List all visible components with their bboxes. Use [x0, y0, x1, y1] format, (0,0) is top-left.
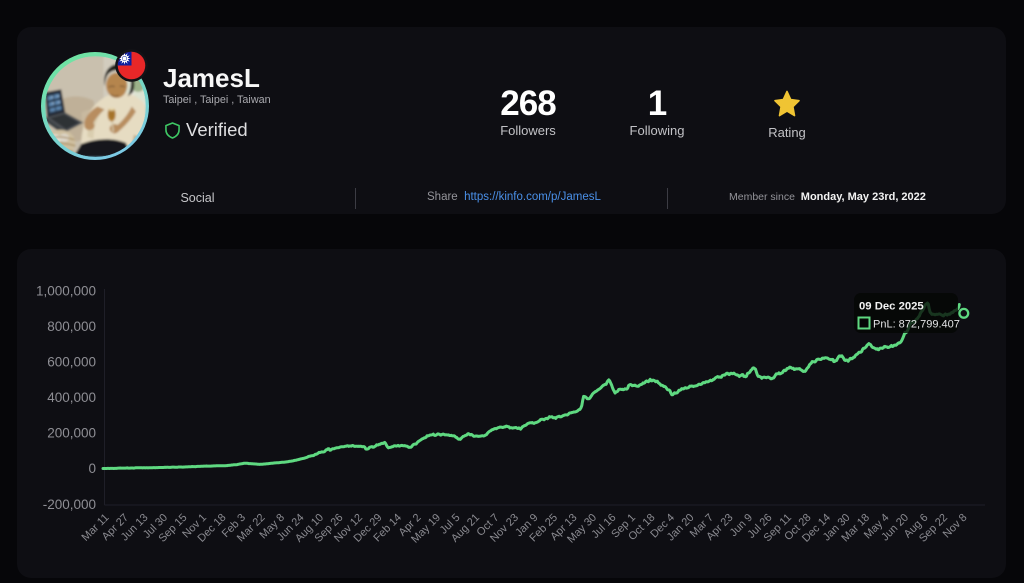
svg-text:600,000: 600,000 [47, 355, 96, 370]
svg-text:200,000: 200,000 [47, 426, 96, 441]
svg-text:09 Dec 2025: 09 Dec 2025 [859, 301, 924, 313]
svg-text:0: 0 [88, 461, 96, 476]
svg-text:PnL: 872,799.407: PnL: 872,799.407 [873, 319, 960, 331]
svg-text:800,000: 800,000 [47, 319, 96, 334]
svg-text:1,000,000: 1,000,000 [36, 284, 96, 299]
svg-text:-200,000: -200,000 [43, 497, 96, 512]
svg-text:400,000: 400,000 [47, 390, 96, 405]
